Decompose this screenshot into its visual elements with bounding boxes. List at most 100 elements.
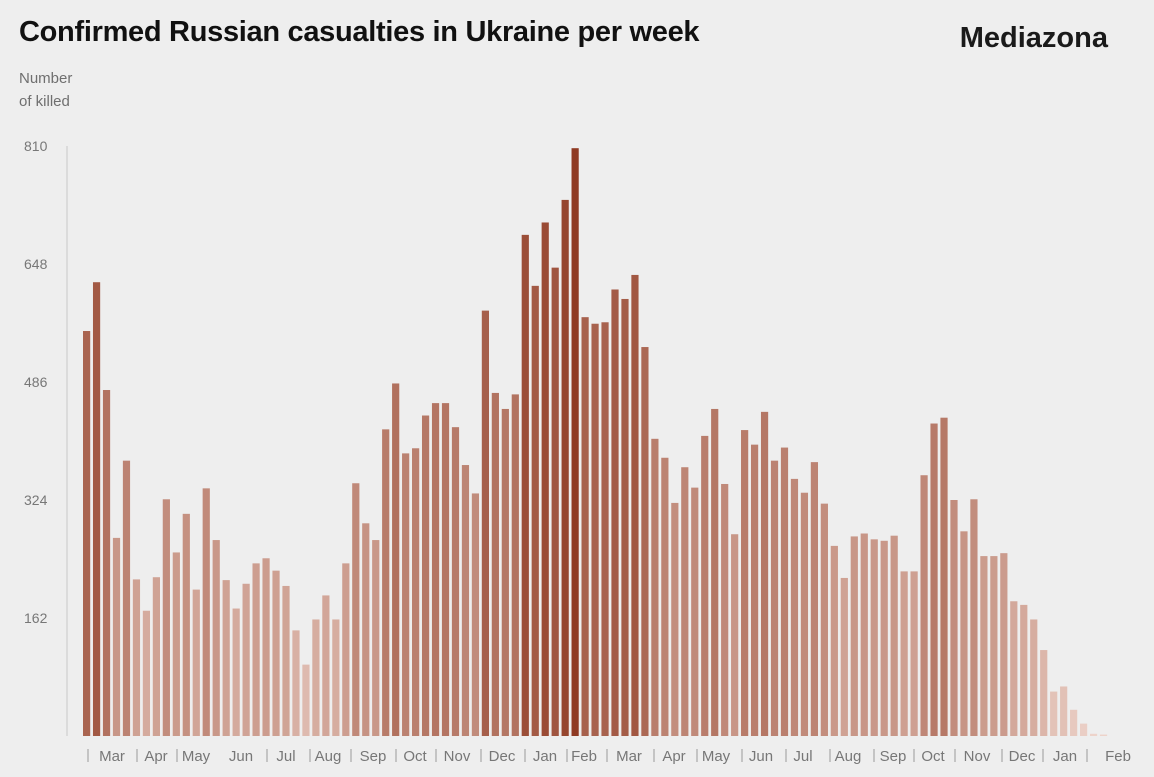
bar [651, 438, 659, 736]
bar [412, 448, 420, 736]
bar [451, 427, 460, 736]
bar [252, 563, 260, 736]
bar [242, 583, 250, 736]
x-month-label: Jun [229, 748, 253, 765]
bar [820, 503, 828, 736]
bar [960, 531, 968, 736]
bar [731, 534, 739, 736]
bar [132, 579, 141, 736]
x-month-label: Jan [1053, 748, 1077, 765]
bar [641, 347, 649, 736]
bar [671, 502, 679, 736]
bar [182, 513, 190, 736]
bar [1040, 650, 1048, 736]
bar [661, 457, 669, 736]
bar [770, 460, 779, 736]
bar [920, 475, 928, 736]
bar [83, 331, 91, 736]
bar [1089, 733, 1098, 736]
bar [172, 552, 180, 736]
y-tick-label: 486 [24, 374, 48, 390]
bar [631, 274, 639, 736]
bar [102, 390, 111, 736]
bar [541, 222, 549, 737]
bar [1060, 686, 1068, 736]
bar [581, 317, 589, 736]
bar [810, 462, 819, 736]
bar [372, 540, 380, 736]
bar [930, 423, 938, 736]
bar [262, 558, 270, 736]
bar [870, 539, 878, 736]
bar [890, 535, 898, 736]
x-month-label: Jun [749, 748, 773, 765]
bar [392, 383, 400, 736]
bar [421, 415, 430, 736]
x-month-label: Nov [444, 748, 471, 765]
bar [561, 199, 569, 736]
bar [591, 323, 599, 736]
bar [1099, 734, 1108, 736]
bar [122, 460, 131, 736]
bar [601, 322, 609, 736]
bar [481, 310, 489, 736]
bar [431, 403, 440, 736]
bar [741, 430, 749, 736]
x-month-label: Jul [793, 748, 812, 765]
bar [571, 148, 579, 736]
x-month-label: May [702, 748, 731, 765]
bar [292, 630, 300, 736]
chart-title: Confirmed Russian casualties in Ukraine … [19, 16, 700, 48]
bar [940, 417, 948, 736]
bar [1010, 601, 1018, 736]
bar [721, 483, 729, 736]
bar [691, 487, 699, 736]
bar [112, 537, 121, 736]
x-month-label: Mar [99, 748, 125, 765]
bar [382, 429, 390, 736]
bar [282, 585, 290, 736]
bar [900, 571, 908, 736]
x-month-label: Feb [1105, 748, 1131, 765]
bar [192, 589, 200, 736]
x-month-label: May [182, 748, 211, 765]
bar [501, 408, 509, 736]
x-month-label: Dec [489, 748, 516, 765]
x-month-label: Mar [616, 748, 642, 765]
bar [611, 289, 619, 736]
bar [1000, 553, 1008, 736]
x-month-label: Nov [964, 748, 991, 765]
x-month-label: Feb [571, 748, 597, 765]
bar [790, 478, 799, 736]
bar [1050, 691, 1058, 736]
x-month-label: Sep [360, 748, 387, 765]
bar [352, 483, 360, 736]
bar [780, 447, 789, 736]
bar [92, 282, 101, 736]
x-month-label: Apr [144, 748, 167, 765]
bar [272, 570, 280, 736]
bar [362, 523, 370, 736]
y-tick-label: 648 [24, 256, 48, 272]
bar [491, 392, 499, 736]
bar [222, 580, 230, 736]
bar [551, 267, 559, 736]
x-month-label: Aug [315, 748, 342, 765]
y-axis-label: Number of killed [19, 67, 72, 113]
bar [1030, 619, 1038, 736]
bar [511, 394, 519, 736]
brand-logo: Mediazona [959, 22, 1108, 54]
x-month-label: Jan [533, 748, 557, 765]
x-month-label: Oct [921, 748, 945, 765]
bar [621, 298, 629, 736]
bar [950, 500, 958, 736]
bar [1080, 723, 1088, 736]
bar [970, 499, 978, 736]
x-month-label: Sep [880, 748, 907, 765]
y-axis-label-line-1: Number [19, 70, 73, 87]
bar [461, 465, 470, 736]
bar [910, 571, 918, 736]
bar [322, 595, 330, 736]
bar [531, 285, 539, 736]
